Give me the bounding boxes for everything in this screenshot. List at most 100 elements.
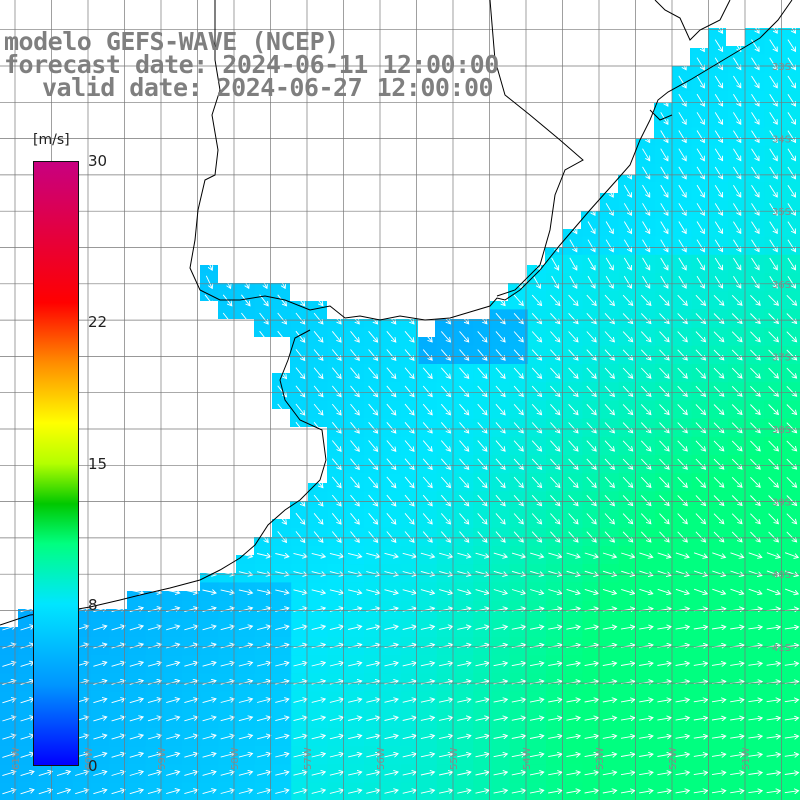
wind-cell	[200, 491, 219, 511]
wind-arrow	[587, 166, 595, 179]
wind-arrow	[169, 130, 176, 143]
wind-arrow	[168, 294, 177, 306]
wind-arrow	[260, 239, 267, 252]
wind-cell	[145, 509, 165, 529]
wind-arrow	[387, 148, 395, 161]
wind-cell	[200, 0, 219, 19]
wind-cell	[163, 473, 183, 492]
wind-arrow	[605, 57, 613, 70]
wind-cell	[163, 546, 183, 565]
wind-arrow	[277, 440, 287, 451]
wind-cell	[18, 0, 37, 19]
wind-arrow	[351, 202, 358, 215]
wind-arrow	[242, 130, 249, 143]
wind-cell	[236, 364, 256, 383]
wind-cell	[145, 182, 165, 201]
wind-cell	[509, 218, 529, 238]
wind-cell	[546, 72, 565, 92]
wind-arrow	[95, 494, 104, 506]
wind-cell	[527, 36, 547, 56]
wind-cell	[382, 127, 401, 147]
wind-cell	[0, 382, 19, 401]
wind-cell	[163, 491, 183, 511]
wind-arrow	[314, 202, 321, 215]
wind-arrow	[277, 458, 287, 470]
wind-arrow	[22, 312, 31, 324]
wind-cell	[382, 0, 401, 19]
wind-cell	[145, 218, 165, 238]
wind-cell	[200, 109, 219, 128]
wind-cell	[109, 0, 128, 19]
wind-cell	[546, 28, 565, 37]
wind-cell	[273, 163, 292, 183]
wind-arrow	[168, 512, 177, 524]
wind-arrow	[496, 28, 504, 33]
wind-cell	[109, 473, 128, 492]
wind-cell	[91, 527, 110, 547]
wind-arrow	[514, 28, 522, 33]
wind-arrow	[587, 93, 595, 106]
wind-cell	[527, 200, 547, 219]
wind-cell	[455, 200, 474, 219]
longitude-label: 59W	[157, 747, 168, 770]
wind-arrow	[314, 221, 321, 233]
wind-arrow	[166, 554, 180, 557]
colorbar	[33, 161, 79, 766]
wind-cell	[91, 564, 110, 583]
wind-arrow	[569, 166, 577, 179]
wind-cell	[546, 182, 565, 201]
wind-arrow	[22, 403, 31, 415]
wind-arrow	[279, 3, 285, 16]
wind-cell	[382, 200, 401, 219]
wind-arrow	[186, 367, 196, 379]
wind-cell	[637, 72, 656, 92]
wind-cell	[527, 91, 547, 110]
longitude-label: 54W	[522, 747, 533, 770]
wind-arrow	[131, 294, 140, 306]
wind-cell	[0, 182, 19, 201]
wind-arrow	[77, 421, 86, 433]
wind-cell	[127, 163, 147, 183]
wind-arrow	[460, 275, 468, 288]
wind-arrow	[4, 512, 13, 524]
wind-cell	[236, 455, 256, 474]
wind-cell	[200, 236, 219, 256]
wind-cell	[55, 0, 74, 19]
wind-cell	[109, 291, 128, 310]
wind-arrow	[350, 294, 360, 306]
wind-arrow	[151, 130, 158, 143]
wind-arrow	[150, 440, 159, 451]
wind-arrow	[186, 458, 196, 470]
wind-cell	[0, 400, 19, 420]
wind-cell	[72, 127, 92, 147]
wind-arrow	[168, 385, 177, 397]
wind-cell	[618, 72, 638, 92]
wind-arrow	[114, 257, 121, 271]
wind-cell	[309, 145, 329, 165]
wind-arrow	[314, 130, 321, 142]
wind-arrow	[478, 166, 486, 179]
wind-cell	[527, 127, 547, 147]
wind-arrow	[4, 348, 13, 360]
wind-cell	[146, 0, 165, 19]
wind-arrow	[204, 367, 214, 379]
wind-arrow	[169, 257, 176, 271]
wind-cell	[527, 254, 547, 274]
wind-arrow	[351, 28, 358, 33]
wind-cell	[236, 473, 256, 492]
wind-arrow	[114, 239, 121, 252]
wind-cell	[236, 182, 256, 201]
wind-arrow	[242, 111, 249, 125]
wind-cell	[163, 163, 183, 183]
wind-arrow	[259, 403, 269, 415]
wind-cell	[218, 527, 238, 547]
wind-cell	[782, 72, 800, 92]
wind-cell	[109, 509, 128, 529]
wind-arrow	[5, 202, 11, 216]
wind-cell	[182, 491, 201, 511]
wind-arrow	[442, 148, 450, 161]
wind-arrow	[115, 3, 121, 16]
wind-arrow	[424, 202, 431, 215]
wind-cell	[182, 473, 201, 492]
